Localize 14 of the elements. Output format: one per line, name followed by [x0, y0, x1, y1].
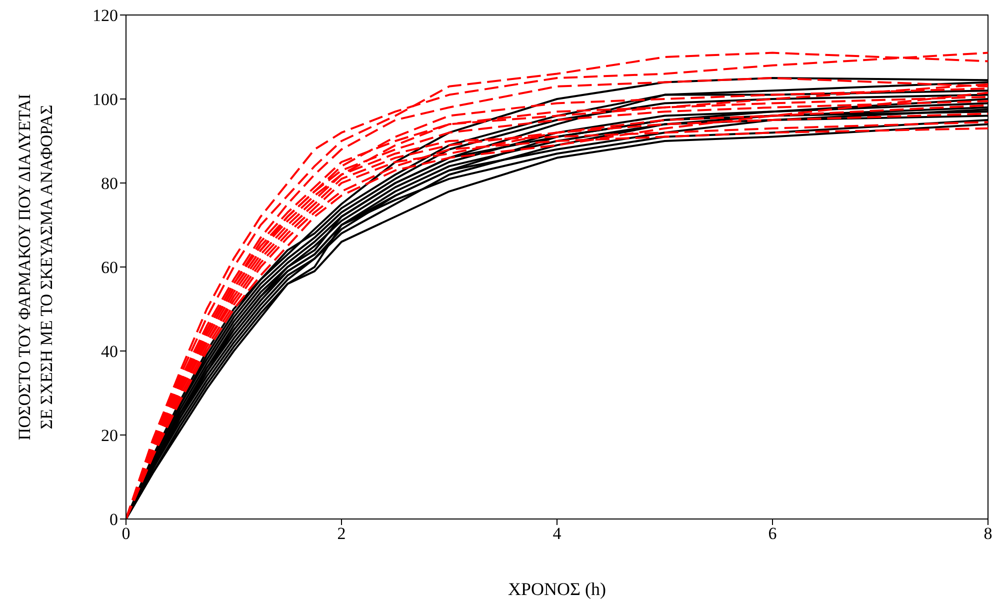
x-tick-label: 2 — [337, 524, 346, 544]
y-axis-title: ΠΟΣΟΣΤΟ ΤΟΥ ΦΑΡΜΑΚΟΥ ΠΟΥ ΔΙΑΛΥΕΤΑΙ ΣΕ ΣΧΕΣΗ ΜΕ ΤΟ ΣΚΕΥΑΣΜΑ ΑΝΑΦΟΡΑΣ — [15, 93, 56, 440]
y-tick-label: 60 — [101, 258, 118, 278]
x-tick-label: 8 — [984, 524, 992, 544]
y-tick-label: 80 — [101, 174, 118, 194]
x-axis-title: ΧΡΟΝΟΣ (h) — [508, 579, 606, 599]
x-tick-label: 6 — [768, 524, 777, 544]
x-tick-label: 4 — [552, 524, 562, 544]
y-tick-label: 0 — [110, 510, 118, 530]
y-tick-label: 20 — [101, 426, 118, 446]
x-tick-label: 0 — [122, 524, 130, 544]
y-tick-label: 120 — [92, 6, 118, 26]
y-tick-label: 40 — [101, 342, 118, 362]
y-tick-label: 100 — [92, 90, 118, 110]
